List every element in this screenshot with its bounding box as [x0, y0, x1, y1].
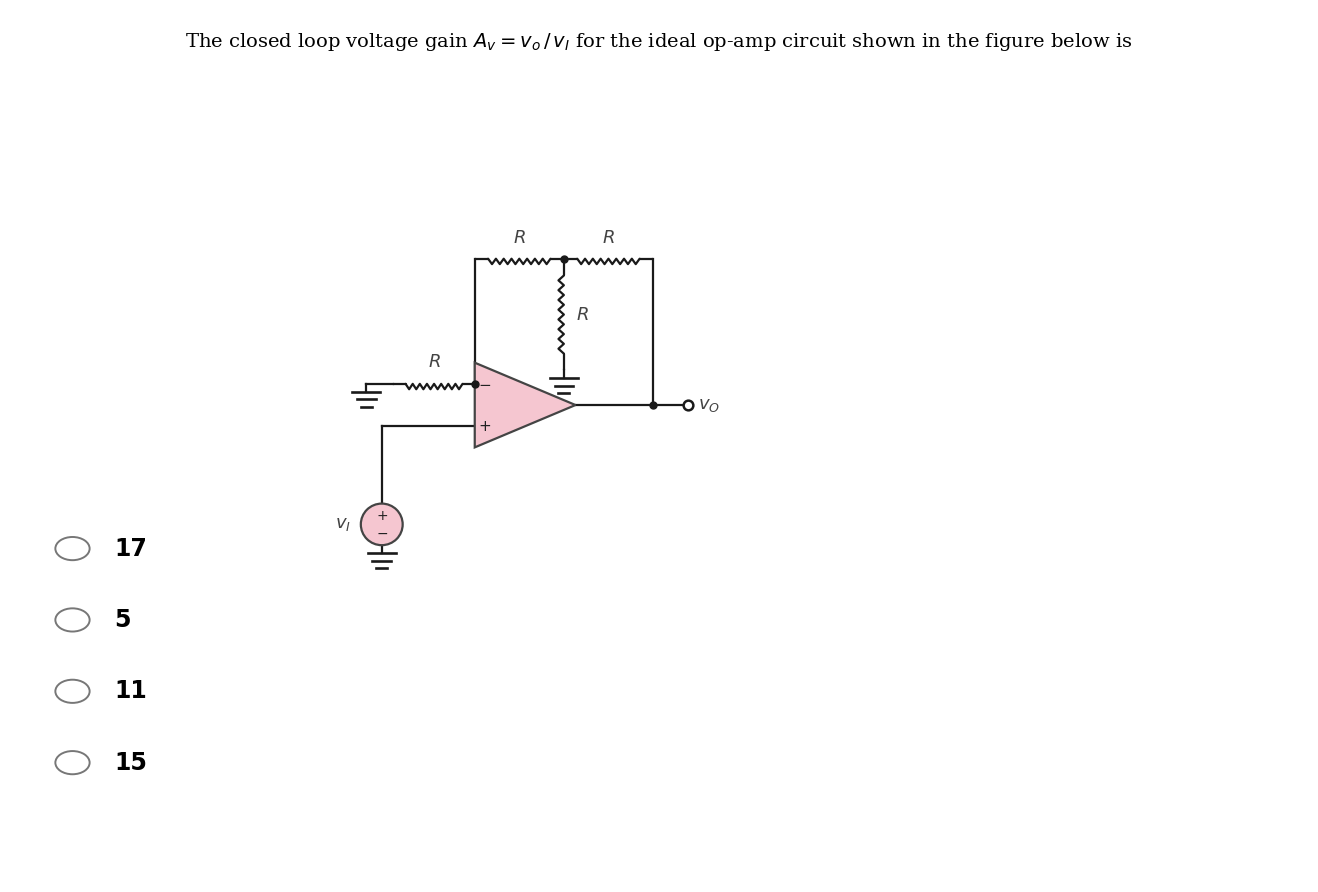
Text: 15: 15	[115, 751, 148, 774]
Text: $R$: $R$	[602, 229, 614, 247]
Text: $-$: $-$	[376, 526, 387, 541]
Text: $v_O$: $v_O$	[699, 396, 720, 414]
Text: $+$: $+$	[376, 508, 387, 523]
Text: $-$: $-$	[478, 376, 492, 392]
Circle shape	[361, 504, 403, 545]
Text: 5: 5	[115, 608, 132, 632]
Text: $R$: $R$	[427, 352, 440, 371]
Text: 11: 11	[115, 680, 148, 703]
Text: 17: 17	[115, 537, 148, 560]
Polygon shape	[474, 363, 576, 448]
Text: $R$: $R$	[513, 229, 526, 247]
Text: $R$: $R$	[576, 306, 589, 324]
Text: $v_I$: $v_I$	[336, 516, 352, 533]
Text: $+$: $+$	[478, 418, 492, 434]
Text: The closed loop voltage gain $A_v = v_o\,/\,v_I$ for the ideal op-amp circuit sh: The closed loop voltage gain $A_v = v_o\…	[186, 31, 1132, 54]
